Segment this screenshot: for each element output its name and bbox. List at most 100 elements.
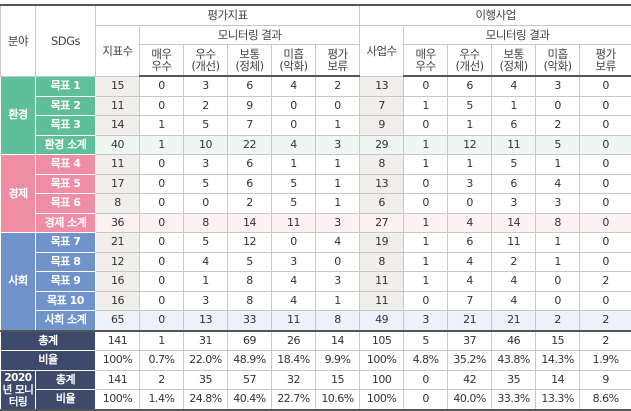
value-cell: 46 bbox=[492, 331, 536, 351]
value-cell: 65 bbox=[96, 311, 140, 331]
value-cell: 1 bbox=[536, 252, 580, 272]
value-cell: 3 bbox=[272, 252, 316, 272]
grade-line-2: 보류 bbox=[580, 60, 631, 72]
value-cell: 4 bbox=[184, 252, 228, 272]
value-cell: 2 bbox=[316, 76, 360, 96]
value-cell: 33 bbox=[228, 311, 272, 331]
value-cell: 1 bbox=[404, 272, 448, 292]
value-cell: 3 bbox=[536, 76, 580, 96]
field-header: 분야 bbox=[1, 5, 36, 76]
value-cell: 0 bbox=[316, 96, 360, 116]
value-cell: 100% bbox=[96, 351, 140, 371]
value-cell: 0 bbox=[580, 194, 631, 214]
value-cell: 9 bbox=[580, 370, 631, 390]
grade-line-2: 보류 bbox=[316, 60, 359, 72]
goal-label: 목표 10 bbox=[36, 291, 96, 311]
goal-label: 목표 7 bbox=[36, 233, 96, 253]
value-cell: 12 bbox=[228, 233, 272, 253]
value-cell: 13 bbox=[360, 76, 404, 96]
value-cell: 19 bbox=[360, 233, 404, 253]
value-cell: 11 bbox=[96, 155, 140, 175]
grade-header: 우수(개선) bbox=[448, 45, 492, 77]
value-cell: 1 bbox=[404, 233, 448, 253]
value-cell: 14 bbox=[536, 370, 580, 390]
sdgs-header: SDGs bbox=[36, 5, 96, 76]
value-cell: 27 bbox=[360, 213, 404, 233]
value-cell: 14.3% bbox=[536, 351, 580, 371]
grade-line-2: (악화) bbox=[536, 60, 579, 72]
value-cell: 4 bbox=[492, 291, 536, 311]
value-cell: 40 bbox=[96, 135, 140, 155]
value-cell: 15 bbox=[316, 370, 360, 390]
grade-line-2: (정체) bbox=[228, 60, 271, 72]
value-cell: 0 bbox=[404, 76, 448, 96]
value-cell: 1 bbox=[404, 96, 448, 116]
value-cell: 11 bbox=[492, 135, 536, 155]
value-cell: 2 bbox=[492, 252, 536, 272]
value-cell: 0.7% bbox=[140, 351, 184, 371]
totals-label: 총계 bbox=[1, 331, 96, 351]
value-cell: 0 bbox=[580, 233, 631, 253]
field-label-eco: 경제 bbox=[1, 155, 36, 233]
value-cell: 3 bbox=[316, 213, 360, 233]
indicator-count-header: 지표수 bbox=[96, 25, 140, 76]
value-cell: 8 bbox=[96, 194, 140, 214]
value-cell: 1 bbox=[316, 155, 360, 175]
goal-label: 목표 9 bbox=[36, 272, 96, 292]
value-cell: 43.8% bbox=[492, 351, 536, 371]
value-cell: 5 bbox=[184, 233, 228, 253]
value-cell: 35 bbox=[184, 370, 228, 390]
value-cell: 22.0% bbox=[184, 351, 228, 371]
value-cell: 1 bbox=[184, 272, 228, 292]
grade-header: 보통(정체) bbox=[492, 45, 536, 77]
value-cell: 5 bbox=[228, 252, 272, 272]
value-cell: 26 bbox=[272, 331, 316, 351]
value-cell: 37 bbox=[448, 331, 492, 351]
subtotal-label: 환경 소계 bbox=[36, 135, 96, 155]
value-cell: 0 bbox=[140, 155, 184, 175]
value-cell: 1 bbox=[140, 135, 184, 155]
value-cell: 8 bbox=[360, 155, 404, 175]
value-cell: 6 bbox=[360, 194, 404, 214]
project-group-header: 이행사업 bbox=[360, 5, 631, 25]
value-cell: 7 bbox=[360, 96, 404, 116]
value-cell: 0 bbox=[448, 194, 492, 214]
value-cell: 5 bbox=[184, 174, 228, 194]
value-cell: 1 bbox=[404, 252, 448, 272]
subtotal-label: 경제 소계 bbox=[36, 213, 96, 233]
value-cell: 3 bbox=[448, 174, 492, 194]
goal-label: 목표 3 bbox=[36, 116, 96, 136]
value-cell: 4 bbox=[272, 272, 316, 292]
grade-line-2: 우수 bbox=[404, 60, 447, 72]
grade-line-2: (개선) bbox=[184, 60, 227, 72]
value-cell: 6 bbox=[228, 155, 272, 175]
grade-header: 미흡(악화) bbox=[272, 45, 316, 77]
value-cell: 4 bbox=[448, 252, 492, 272]
value-cell: 11 bbox=[360, 291, 404, 311]
value-cell: 2 bbox=[580, 331, 631, 351]
grade-line-2: (개선) bbox=[448, 60, 491, 72]
value-cell: 0 bbox=[404, 291, 448, 311]
value-cell: 22 bbox=[228, 135, 272, 155]
value-cell: 11 bbox=[272, 213, 316, 233]
value-cell: 21 bbox=[96, 233, 140, 253]
value-cell: 14 bbox=[228, 213, 272, 233]
value-cell: 2 bbox=[228, 194, 272, 214]
value-cell: 0 bbox=[580, 174, 631, 194]
value-cell: 48.9% bbox=[228, 351, 272, 371]
value-cell: 0 bbox=[272, 116, 316, 136]
field-label-env: 환경 bbox=[1, 76, 36, 155]
